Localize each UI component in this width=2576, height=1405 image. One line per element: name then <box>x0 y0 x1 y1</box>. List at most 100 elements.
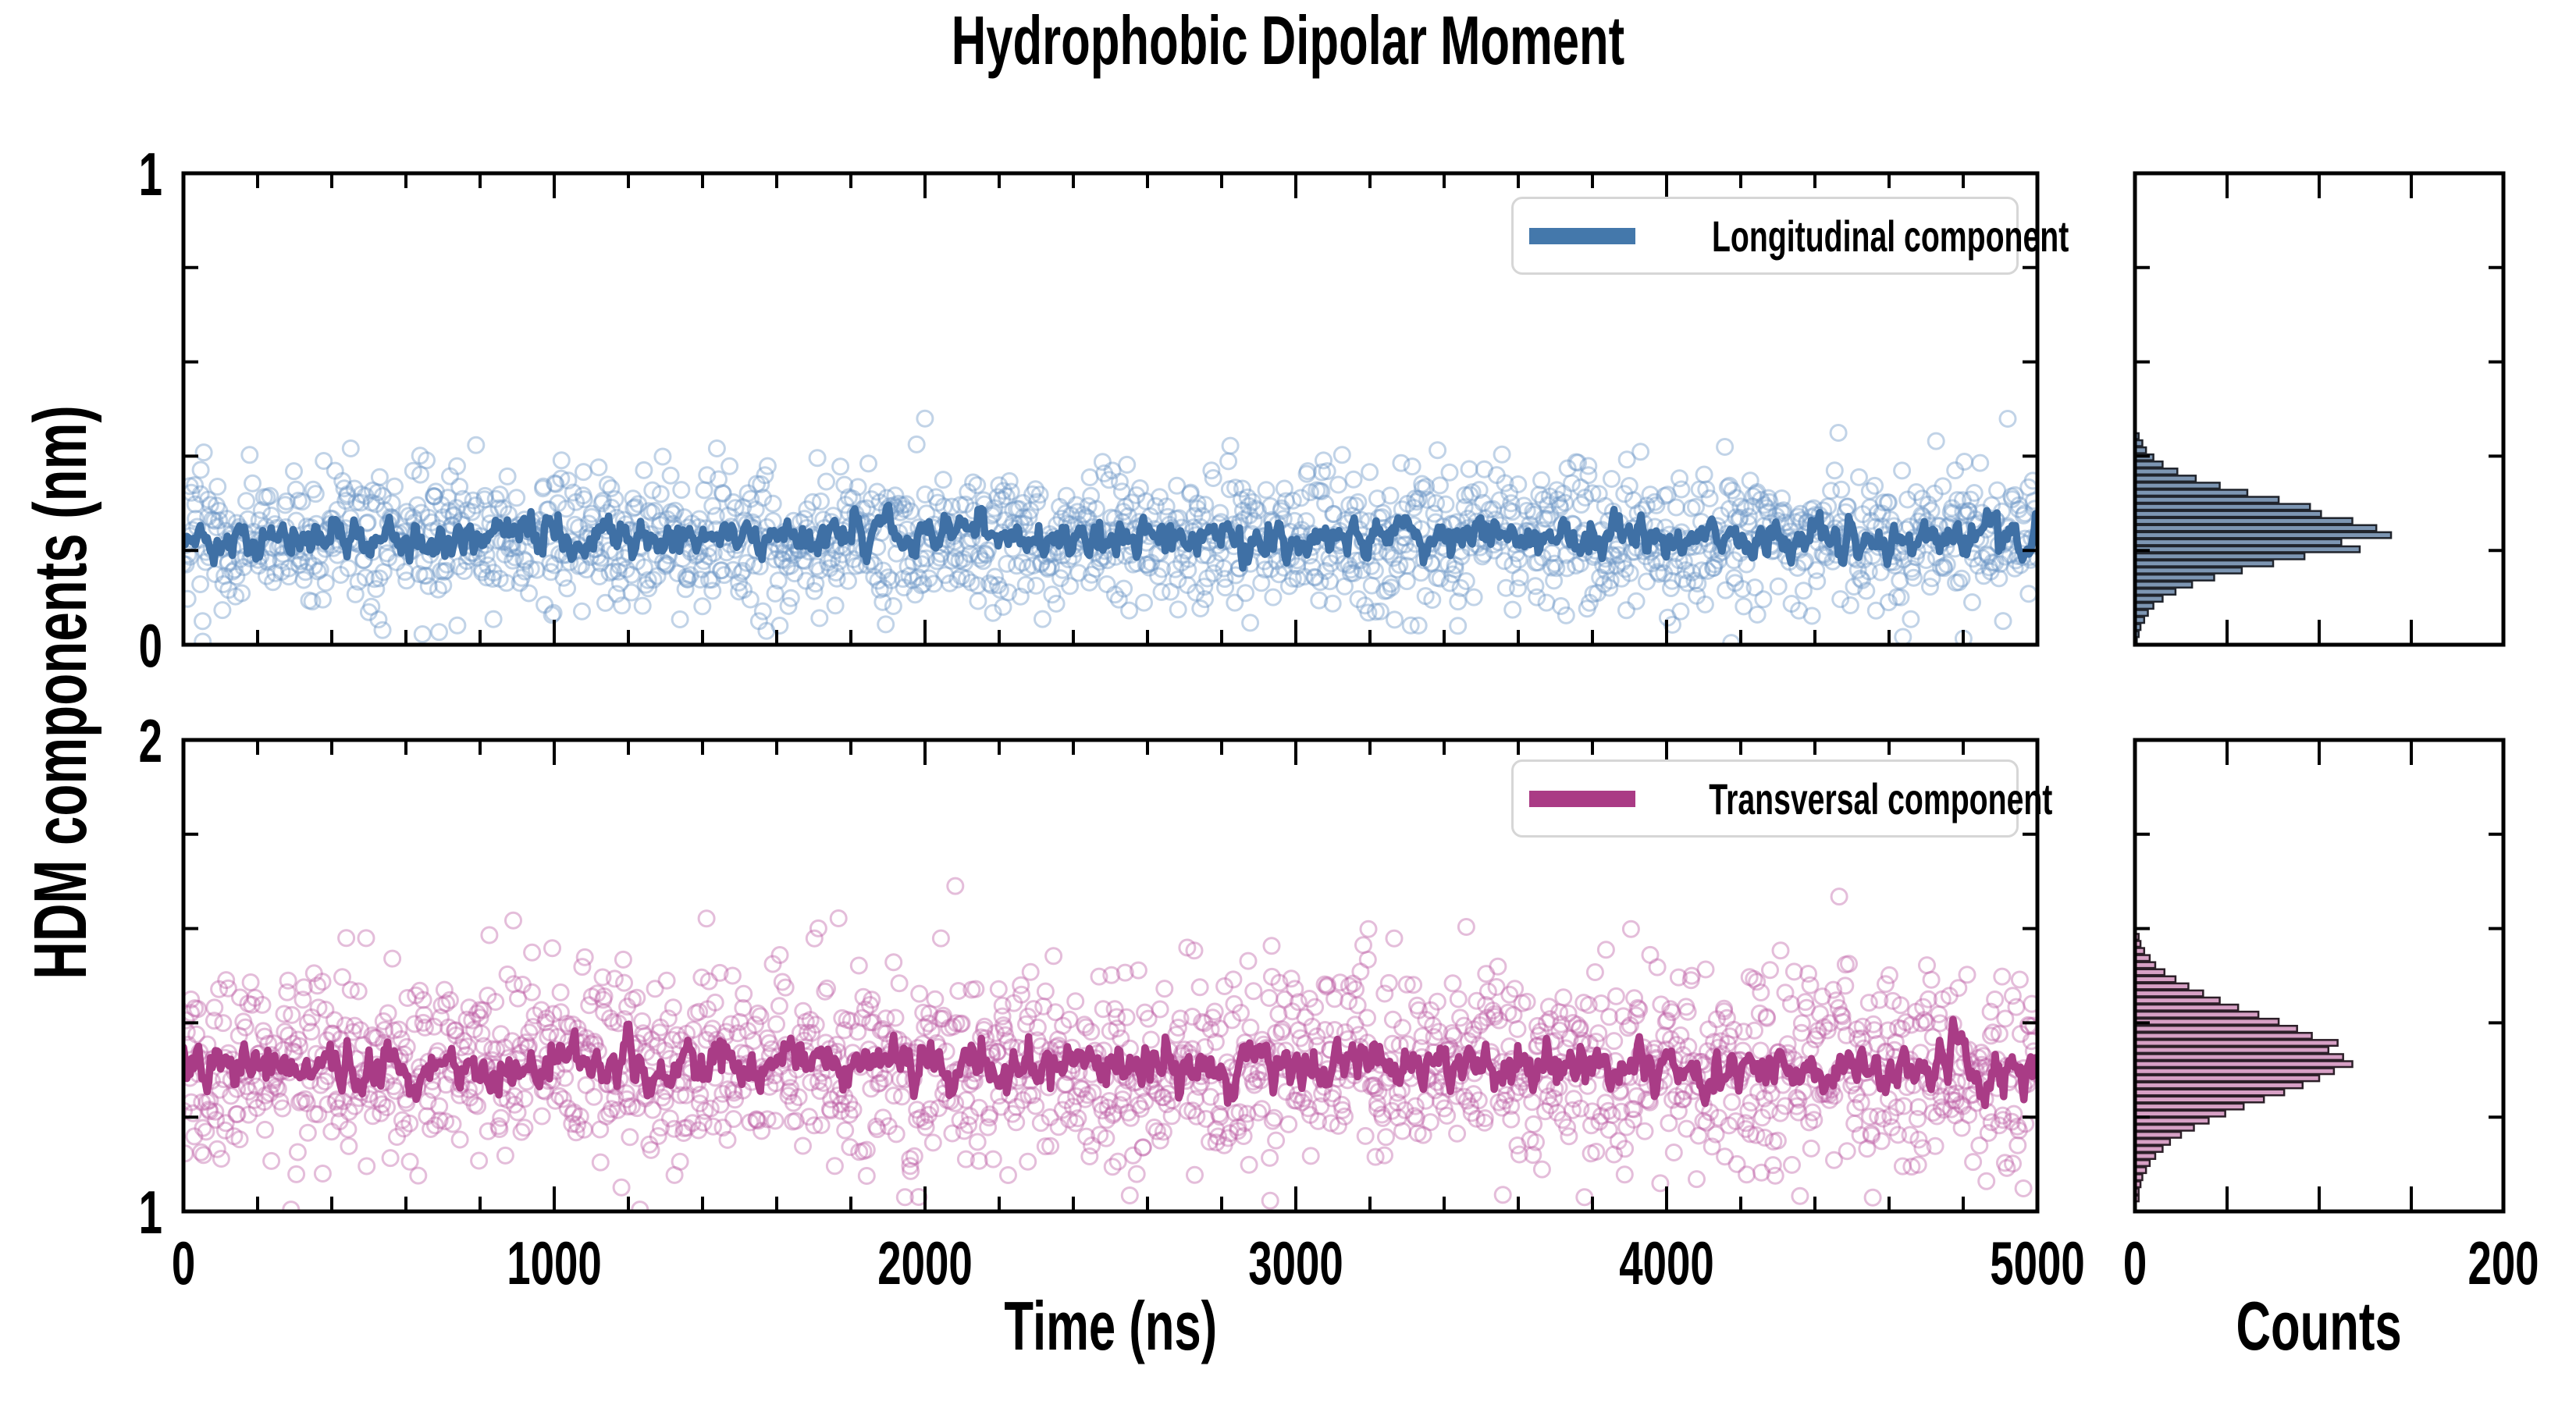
hist-bar <box>2135 1130 2183 1139</box>
hist-bar <box>2135 588 2177 596</box>
hist-bar <box>2135 552 2306 560</box>
hist-bar <box>2135 1060 2354 1069</box>
hist-bar <box>2135 1173 2144 1182</box>
x-tick-label: 2000 <box>877 1229 972 1297</box>
hist-bar <box>2135 1180 2142 1189</box>
hist-bar <box>2135 1152 2157 1161</box>
legend-transversal: Transversal component <box>1511 759 2052 838</box>
hist-bar <box>2135 982 2190 991</box>
hist-bar <box>2135 623 2142 631</box>
hist-bar <box>2135 1039 2339 1048</box>
hist-bar <box>2135 559 2275 567</box>
x-tick-label: 5000 <box>1990 1229 2084 1297</box>
legend-swatch-longitudinal-line <box>1529 227 1635 244</box>
hist-bar <box>2135 573 2215 582</box>
hist-bar <box>2135 1159 2151 1168</box>
hist-bar <box>2135 489 2249 497</box>
ticks <box>2133 172 2505 646</box>
hist-bar <box>2135 517 2354 525</box>
hist-bar <box>2135 1032 2313 1040</box>
hist-bar <box>2135 940 2142 948</box>
hist-bar <box>2135 1095 2265 1104</box>
axes-frame <box>181 171 2040 647</box>
hist-bar <box>2135 996 2221 1005</box>
legend-label-transversal: Transversal component <box>1709 774 2053 823</box>
hist-bar <box>2135 1067 2336 1076</box>
mean-line <box>183 501 2037 572</box>
x-tick-label: 4000 <box>1619 1229 1713 1297</box>
hist-bar <box>2135 989 2204 998</box>
panel-transversal-histogram: 0 200 <box>2123 738 2539 1297</box>
hist-bar <box>2135 1102 2245 1111</box>
hist-bar <box>2135 961 2157 969</box>
scatter-series <box>183 877 2037 1211</box>
hist-bar <box>2135 446 2147 454</box>
figure-title: Hydrophobic Dipolar Moment <box>0 2 2576 79</box>
hist-bar <box>2135 460 2164 468</box>
hist-bar <box>2135 1088 2286 1097</box>
hist-bar <box>2135 439 2144 447</box>
hist-bar <box>2135 531 2393 539</box>
hist-bar <box>2135 1024 2298 1033</box>
x-tick-label: 3000 <box>1248 1229 1343 1297</box>
tick-labels: 01 <box>139 140 162 680</box>
axes-frame <box>2133 738 2506 1214</box>
x-tick-label: 0 <box>172 1229 195 1297</box>
hist-bar <box>2135 1053 2344 1062</box>
ticks <box>2133 738 2505 1213</box>
panel-longitudinal-histogram <box>2133 171 2506 647</box>
mean-line <box>183 1016 2037 1109</box>
x-tick-label: 200 <box>2467 1229 2539 1297</box>
hist-bar <box>2135 482 2221 490</box>
hist-bar <box>2135 510 2322 518</box>
legend-swatch-transversal-line <box>1529 790 1635 807</box>
hist-bar <box>2135 975 2177 984</box>
legend-label-longitudinal: Longitudinal component <box>1711 211 2069 261</box>
hist-bar <box>2135 538 2343 546</box>
hist-bar <box>2135 1074 2321 1083</box>
hist-bar <box>2135 954 2151 962</box>
tick-labels: 0 1000 2000 3000 4000 5000 1 2 <box>139 707 2085 1297</box>
counts-axis-label: Counts <box>2135 1286 2503 1366</box>
axes-frame <box>181 738 2040 1214</box>
hist-bar <box>2135 1123 2195 1132</box>
hist-bar <box>2135 968 2166 976</box>
legend-longitudinal: Longitudinal component <box>1511 197 2069 275</box>
hist-bar <box>2135 581 2194 589</box>
counts-axis-label-text: Counts <box>2236 1287 2403 1364</box>
x-tick-label: 1000 <box>507 1229 601 1297</box>
hist-bar <box>2135 1017 2280 1026</box>
x-axis-label-text: Time (ns) <box>1004 1287 1217 1364</box>
hist-bar <box>2135 475 2197 483</box>
panel-longitudinal-timeseries: 01 <box>139 140 2040 680</box>
tick-labels: 0 200 <box>2123 1229 2539 1297</box>
ticks <box>182 738 2039 1213</box>
hist-bar <box>2135 496 2280 504</box>
y-tick-label: 2 <box>139 707 162 775</box>
ticks <box>182 172 2039 646</box>
hist-bar <box>2135 468 2179 476</box>
x-tick-label: 0 <box>2123 1229 2147 1297</box>
y-tick-label: 1 <box>139 1179 162 1247</box>
hist-bar <box>2135 1116 2210 1125</box>
hist-bar <box>2135 1144 2164 1153</box>
hist-bar <box>2135 503 2311 511</box>
panel-transversal-timeseries: 0 1000 2000 3000 4000 5000 1 2 <box>139 707 2085 1297</box>
x-axis-label: Time (ns) <box>183 1286 2037 1366</box>
hist-bar <box>2135 1166 2147 1175</box>
hist-bar <box>2135 1046 2330 1055</box>
hist-bar <box>2135 1010 2260 1019</box>
hist-bar <box>2135 1081 2304 1090</box>
y-axis-label: HDM components (nm) <box>19 405 102 980</box>
hist-bar <box>2135 566 2243 574</box>
hist-bar <box>2135 545 2361 553</box>
hist-bar <box>2135 595 2164 603</box>
hist-bar <box>2135 616 2146 624</box>
hist-bar <box>2135 602 2154 610</box>
figure-title-text: Hydrophobic Dipolar Moment <box>951 2 1625 79</box>
hist-bar <box>2135 1003 2240 1012</box>
hist-bar <box>2135 1109 2226 1118</box>
axes-frame <box>2133 171 2506 647</box>
